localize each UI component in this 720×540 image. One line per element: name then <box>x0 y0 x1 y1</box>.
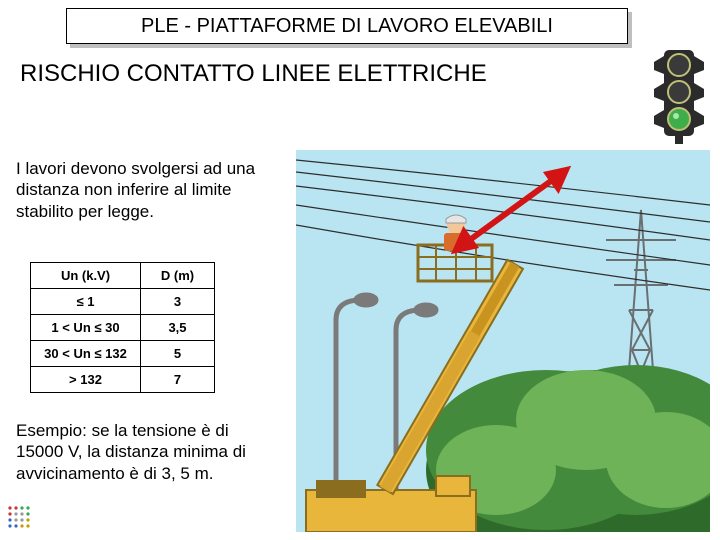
title-box: PLE - PIATTAFORME DI LAVORO ELEVABILI <box>66 8 628 44</box>
slide-container: PLE - PIATTAFORME DI LAVORO ELEVABILI RI… <box>0 0 720 540</box>
main-illustration <box>296 150 710 532</box>
table-cell: 5 <box>141 341 215 367</box>
table-cell: 30 < Un ≤ 132 <box>31 341 141 367</box>
table-cell: ≤ 1 <box>31 289 141 315</box>
table-row: ≤ 1 3 <box>31 289 215 315</box>
title-text: PLE - PIATTAFORME DI LAVORO ELEVABILI <box>141 15 553 38</box>
table-header-voltage: Un (k.V) <box>31 263 141 289</box>
subtitle-text: RISCHIO CONTATTO LINEE ELETTRICHE <box>20 60 487 88</box>
table-header-distance: D (m) <box>141 263 215 289</box>
table-row: 30 < Un ≤ 132 5 <box>31 341 215 367</box>
body-paragraph: I lavori devono svolgersi ad una distanz… <box>16 158 266 222</box>
traffic-light-icon <box>650 48 708 144</box>
table-cell: 1 < Un ≤ 30 <box>31 315 141 341</box>
distance-table: Un (k.V) D (m) ≤ 1 3 1 < Un ≤ 30 3,5 30 … <box>30 262 215 393</box>
table-row: 1 < Un ≤ 30 3,5 <box>31 315 215 341</box>
table-cell: 3,5 <box>141 315 215 341</box>
table-cell: > 132 <box>31 367 141 393</box>
table-cell: 3 <box>141 289 215 315</box>
table-header-row: Un (k.V) D (m) <box>31 263 215 289</box>
table-row: > 132 7 <box>31 367 215 393</box>
example-paragraph: Esempio: se la tensione è di 15000 V, la… <box>16 420 276 484</box>
table-cell: 7 <box>141 367 215 393</box>
logo-icon <box>6 504 52 534</box>
